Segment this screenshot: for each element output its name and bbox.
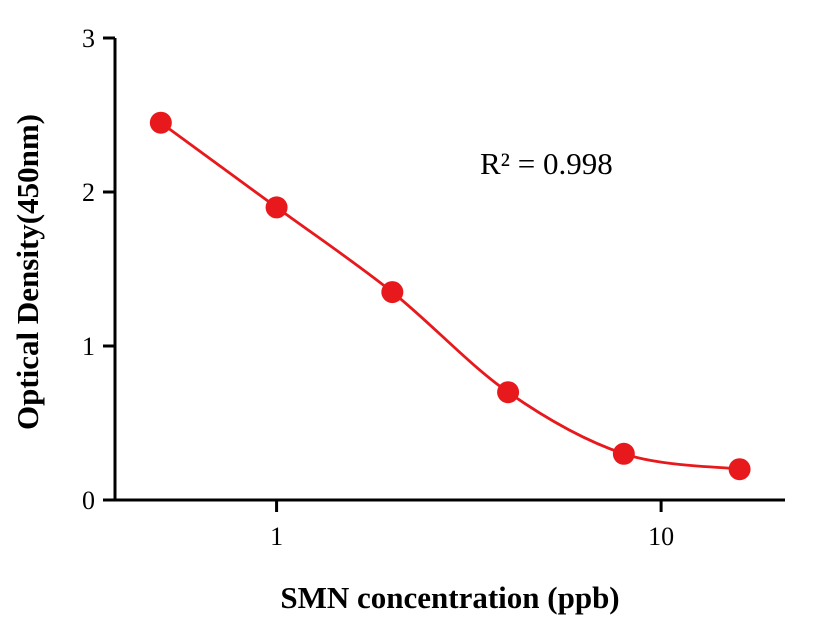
data-point: [497, 381, 520, 404]
x-axis-title: SMN concentration (ppb): [280, 580, 620, 615]
y-tick-label: 3: [82, 24, 95, 53]
r-squared-annotation: R² = 0.998: [480, 146, 613, 181]
x-tick-label: 10: [648, 522, 674, 551]
data-point: [728, 458, 751, 481]
x-tick-label: 1: [270, 522, 283, 551]
y-axis-title: Optical Density(450nm): [10, 114, 45, 431]
y-tick-label: 0: [82, 486, 95, 515]
data-point: [381, 281, 404, 304]
fit-curve: [159, 121, 740, 471]
y-tick-label: 2: [82, 178, 95, 207]
data-point: [265, 196, 288, 219]
data-point: [612, 442, 635, 465]
y-tick-label: 1: [82, 332, 95, 361]
data-point: [149, 111, 172, 134]
